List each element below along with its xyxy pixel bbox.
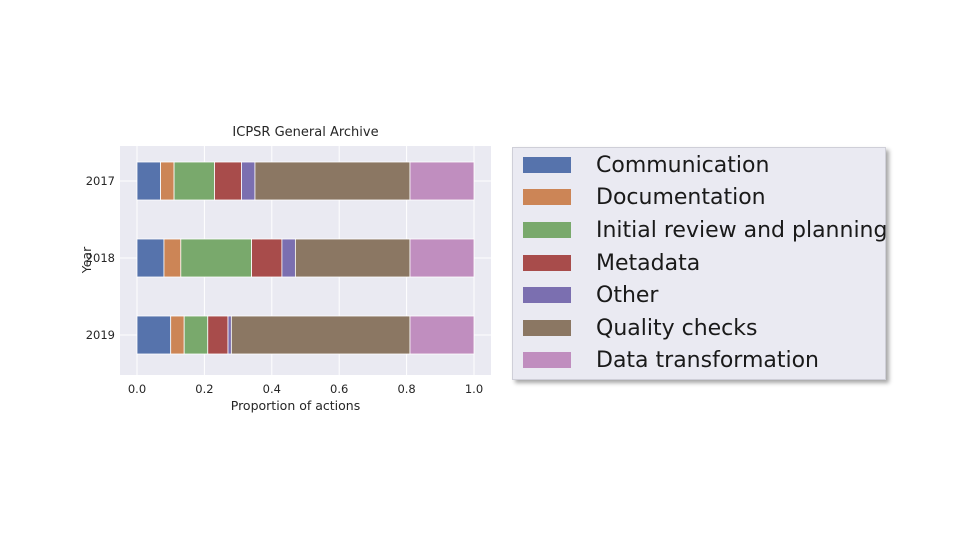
x-tick-label: 0.8 — [397, 382, 415, 396]
legend-entry-initial-review: Initial review and planning — [523, 215, 887, 245]
legend-swatch-other — [523, 287, 571, 303]
legend-entry-quality-checks: Quality checks — [523, 313, 757, 343]
bar-segment — [136, 315, 172, 355]
x-tick-label: 0.4 — [263, 382, 281, 396]
bar-segment — [281, 238, 296, 278]
legend-swatch-communication — [523, 157, 571, 173]
y-tick-label: 2017 — [86, 174, 115, 188]
x-axis-label: Proportion of actions — [231, 398, 360, 413]
bar-segment — [227, 315, 232, 355]
bar-segment — [173, 161, 215, 201]
bar-segment — [163, 238, 182, 278]
bar-segment — [241, 161, 256, 201]
y-tick-label: 2019 — [86, 328, 115, 342]
x-tick-label: 1.0 — [465, 382, 483, 396]
legend-label-other: Other — [596, 282, 659, 308]
legend-label-documentation: Documentation — [596, 184, 766, 210]
bar-segment — [230, 315, 411, 355]
bar-segment — [409, 315, 475, 355]
legend-entry-documentation: Documentation — [523, 182, 766, 212]
bar-segment — [170, 315, 185, 355]
bar-segment — [160, 161, 175, 201]
bar-segment — [180, 238, 252, 278]
legend-swatch-quality-checks — [523, 320, 571, 336]
legend-swatch-initial-review — [523, 222, 571, 238]
bar-segment — [214, 161, 242, 201]
x-tick-label: 0.6 — [330, 382, 348, 396]
bar-segment — [251, 238, 283, 278]
bar-segment — [207, 315, 229, 355]
legend-label-metadata: Metadata — [596, 250, 701, 276]
bar-segment — [136, 161, 161, 201]
bar-segment — [183, 315, 209, 355]
legend-swatch-data-transformation — [523, 352, 571, 368]
legend-entry-communication: Communication — [523, 150, 769, 180]
legend-label-communication: Communication — [596, 152, 770, 178]
y-axis-label: Year — [79, 246, 94, 274]
x-tick-label: 0.2 — [195, 382, 213, 396]
legend-label-data-transformation: Data transformation — [596, 347, 819, 373]
legend-label-quality-checks: Quality checks — [596, 315, 758, 341]
bar-segment — [254, 161, 411, 201]
legend-entry-other: Other — [523, 280, 658, 310]
y-tick-label: 2018 — [86, 251, 115, 265]
legend-entry-metadata: Metadata — [523, 248, 700, 278]
chart-title: ICPSR General Archive — [232, 125, 378, 140]
legend: Communication Documentation Initial revi… — [512, 147, 887, 380]
legend-entry-data-transformation: Data transformation — [523, 345, 819, 375]
bar-segment — [136, 238, 165, 278]
bar-segment — [294, 238, 411, 278]
bar-segment — [409, 161, 475, 201]
x-tick-label: 0.0 — [128, 382, 146, 396]
legend-swatch-metadata — [523, 255, 571, 271]
legend-swatch-documentation — [523, 189, 571, 205]
legend-label-initial-review: Initial review and planning — [596, 217, 888, 243]
bar-segment — [409, 238, 475, 278]
